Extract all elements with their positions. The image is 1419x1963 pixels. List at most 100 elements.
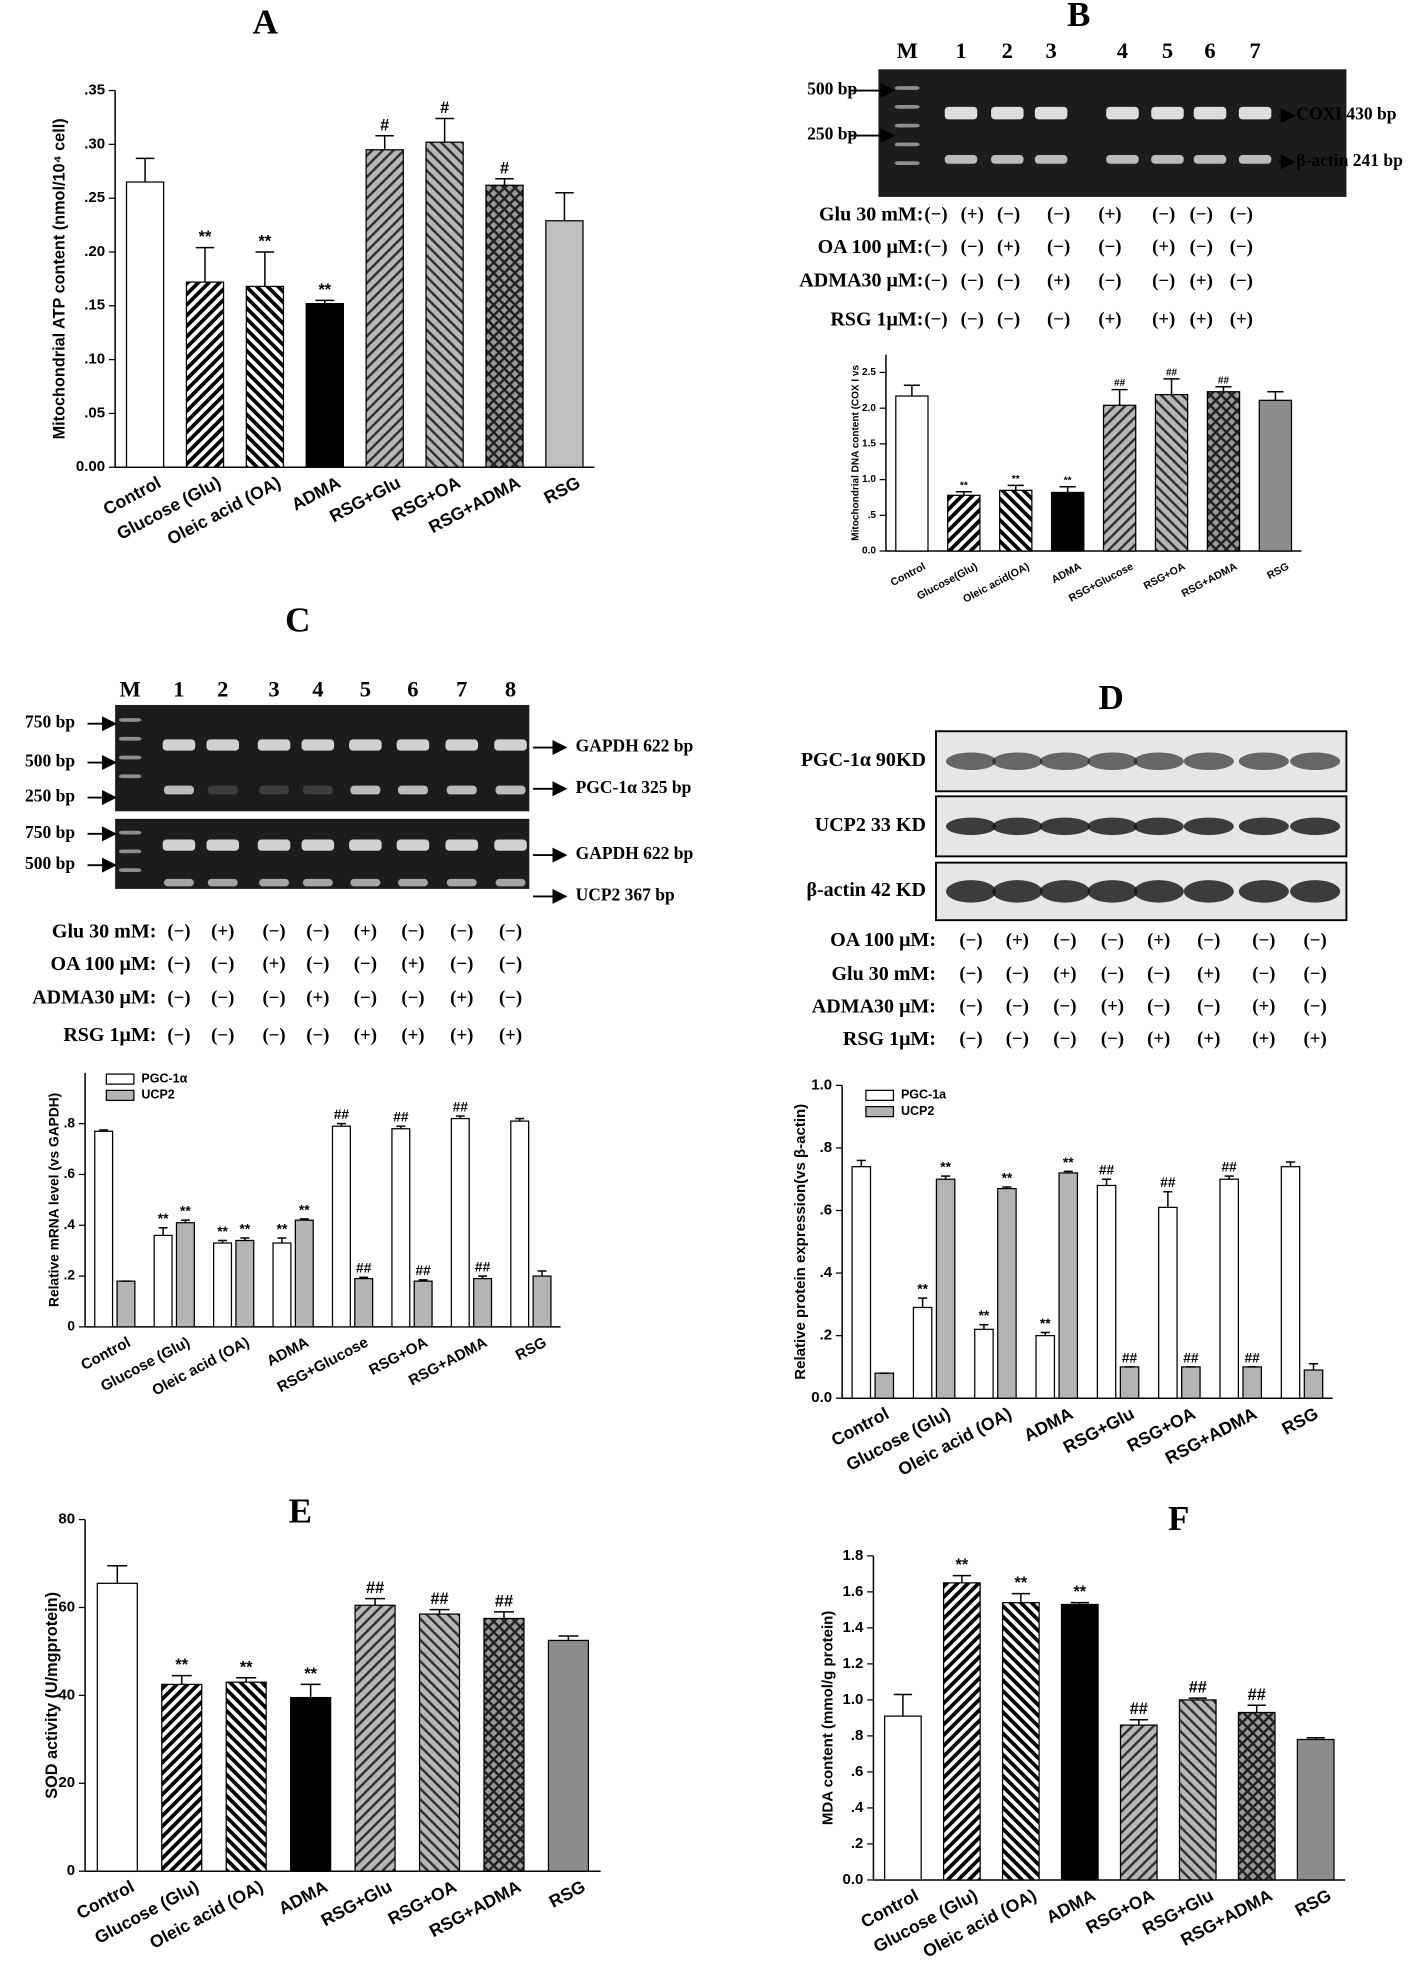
marker-label: 500 bp	[807, 79, 857, 99]
marker-label: 750 bp	[25, 712, 75, 732]
bar	[974, 1328, 994, 1399]
significance-label: ##	[356, 1261, 372, 1276]
bar	[1296, 1738, 1335, 1881]
x-tick-label: RSG+ADMA	[1180, 560, 1240, 599]
gel-band	[118, 868, 142, 873]
bar	[391, 1128, 411, 1328]
bar	[942, 1582, 981, 1881]
lane-label: 7	[1249, 38, 1260, 63]
blot-band	[1087, 752, 1138, 771]
condition-label: RSG 1μM:	[63, 1024, 156, 1046]
condition-entry: (−)	[1047, 237, 1070, 258]
band-label: β-actin 42 KD	[806, 879, 926, 901]
y-tick-label: 1.6	[843, 1583, 864, 1600]
gel-band	[259, 878, 290, 887]
significance-label: **	[318, 281, 331, 299]
blot-band	[992, 880, 1043, 903]
gel-band	[446, 785, 477, 795]
band-label: COXI 430 bp	[1296, 104, 1396, 124]
bar	[1178, 1699, 1217, 1881]
blot-band	[1133, 817, 1184, 836]
blot-band	[1133, 880, 1184, 903]
bar	[510, 1120, 530, 1328]
significance-label: #	[380, 116, 389, 134]
y-tick-label: .6	[820, 1201, 833, 1218]
legend-swatch	[105, 1073, 135, 1085]
gel-band	[1151, 106, 1184, 120]
gel-band	[207, 878, 238, 887]
y-tick-label: 20	[58, 1774, 75, 1791]
condition-entry: (−)	[1101, 1029, 1124, 1050]
condition-entry: (−)	[1053, 930, 1076, 951]
condition-entry: (−)	[167, 1025, 190, 1046]
condition-entry: (+)	[401, 954, 424, 975]
condition-label: Glu 30 mM:	[831, 963, 936, 985]
bar	[1096, 1184, 1117, 1399]
condition-label: OA 100 μM:	[51, 953, 157, 975]
condition-entry: (−)	[959, 1029, 982, 1050]
y-tick-label: 0	[67, 1862, 75, 1879]
condition-entry: (+)	[1252, 996, 1275, 1017]
gel-band	[494, 739, 527, 751]
legend-label: UCP2	[141, 1088, 174, 1102]
bar	[1001, 1602, 1040, 1881]
bar	[1058, 1172, 1079, 1399]
gel-band	[1238, 155, 1272, 164]
significance-label: ##	[334, 1107, 350, 1122]
significance-label: ##	[475, 1259, 491, 1274]
condition-entry: (−)	[961, 309, 984, 330]
condition-entry: (+)	[1053, 964, 1076, 985]
gel-band	[494, 839, 527, 851]
gel-image	[115, 818, 530, 889]
condition-entry: (−)	[262, 1025, 285, 1046]
condition-entry: (+)	[1152, 237, 1175, 258]
condition-entry: (−)	[997, 204, 1020, 225]
condition-label: ADMA30 μM:	[812, 995, 936, 1017]
bar	[1060, 1603, 1099, 1881]
gel-band	[118, 830, 142, 835]
y-tick-label: .05	[84, 404, 105, 421]
significance-label: ##	[1099, 1163, 1115, 1178]
gel-band	[396, 739, 430, 751]
condition-entry: (−)	[306, 1025, 329, 1046]
condition-entry: (+)	[961, 204, 984, 225]
gel-band	[302, 878, 333, 887]
bar	[1258, 399, 1293, 552]
significance-label: ##	[1114, 378, 1126, 389]
bar	[1206, 391, 1241, 552]
marker-label: 250 bp	[807, 124, 857, 144]
condition-entry: (−)	[1304, 996, 1327, 1017]
significance-label: **	[1002, 1170, 1013, 1185]
bar	[212, 1242, 233, 1328]
condition-entry: (+)	[1152, 309, 1175, 330]
significance-label: **	[304, 1665, 317, 1683]
blot-band	[1183, 752, 1234, 771]
gel-band	[894, 86, 920, 90]
condition-entry: (−)	[1197, 930, 1220, 951]
significance-label: **	[1012, 474, 1020, 485]
bar	[1181, 1366, 1201, 1399]
condition-entry: (+)	[306, 987, 329, 1008]
blot-band	[1290, 817, 1341, 836]
significance-label: **	[199, 228, 212, 246]
gel-band	[301, 739, 335, 751]
bar	[175, 1222, 195, 1328]
gel-band	[163, 785, 194, 795]
x-tick-label: Oleic acid (OA)	[146, 1876, 266, 1953]
bar	[245, 285, 285, 468]
blot-band	[1133, 752, 1184, 771]
significance-label: ##	[1248, 1686, 1266, 1704]
x-tick-label: RSG	[1278, 1403, 1321, 1438]
gel-band	[118, 849, 142, 854]
y-tick-label: 0.0	[811, 1389, 832, 1406]
lane-label: 1	[955, 38, 966, 63]
panel-title: D	[1099, 678, 1124, 717]
significance-label: ##	[415, 1263, 431, 1278]
condition-entry: (+)	[1147, 930, 1170, 951]
bar	[450, 1117, 470, 1328]
lane-label: 8	[505, 676, 516, 701]
y-tick-label: .6	[64, 1166, 76, 1181]
condition-entry: (−)	[1006, 964, 1029, 985]
condition-entry: (−)	[924, 309, 947, 330]
bar	[161, 1683, 203, 1872]
